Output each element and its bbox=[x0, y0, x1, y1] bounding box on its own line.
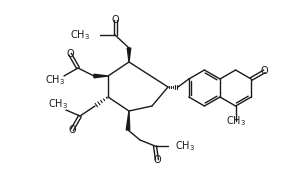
Polygon shape bbox=[127, 48, 131, 62]
Polygon shape bbox=[94, 74, 108, 78]
Text: O: O bbox=[111, 15, 119, 25]
Text: O: O bbox=[153, 155, 161, 165]
Text: O: O bbox=[260, 66, 268, 76]
Text: O: O bbox=[66, 49, 74, 59]
Text: CH$_3$: CH$_3$ bbox=[45, 73, 65, 87]
Text: CH$_3$: CH$_3$ bbox=[226, 114, 246, 128]
Text: CH$_3$: CH$_3$ bbox=[48, 97, 68, 111]
Text: CH$_3$: CH$_3$ bbox=[175, 139, 195, 153]
Text: O: O bbox=[68, 125, 76, 135]
Polygon shape bbox=[126, 111, 130, 130]
Text: CH$_3$: CH$_3$ bbox=[70, 28, 90, 42]
